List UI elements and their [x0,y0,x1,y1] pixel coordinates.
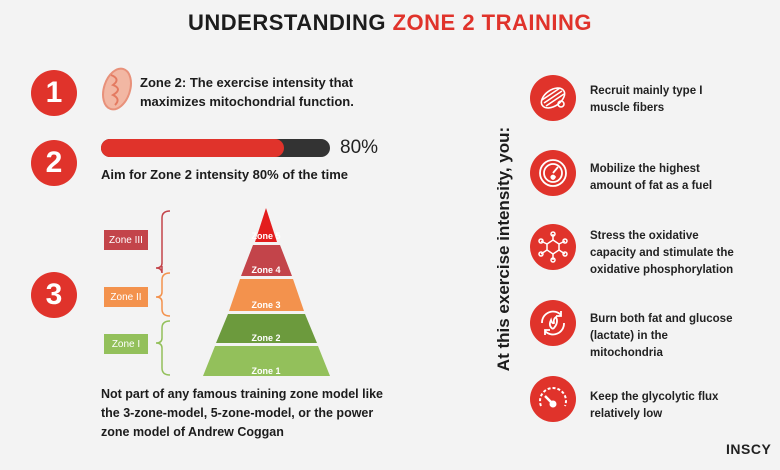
pyramid-label-zone-4: Zone 4 [251,265,280,275]
side-heading: At this exercise intensity, you: [494,126,513,372]
zone-pyramid: Zone 5 Zone 4 Zone 3 Zone 2 Zone 1 [203,208,330,376]
benefit-4-line3: mitochondria [590,347,663,359]
step1-line2: maximizes mitochondrial function. [140,94,354,109]
benefit-3: Stress the oxidative capacity and stimul… [590,228,734,279]
pyramid-zone-1 [203,346,330,376]
note-line2: the 3-zone-model, 5-zone-model, or the p… [101,406,374,420]
flame-cycle-icon [530,300,576,346]
benefit-3-line3: oxidative phosphorylation [590,264,734,276]
note-line1: Not part of any famous training zone mod… [101,387,383,401]
mitochondria-icon [102,67,132,111]
logo-text: INSCY [726,441,772,457]
benefit-2-line2: amount of fat as a fuel [590,180,713,192]
zone-group-iii: Zone III [104,230,148,250]
step2-caption: Aim for Zone 2 intensity 80% of the time [101,167,349,182]
benefit-5-line1: Keep the glycolytic flux [590,391,719,403]
pyramid-zone-2 [216,314,317,343]
speedometer-icon [530,376,576,422]
step1-line1: Zone 2: The exercise intensity that [140,75,354,90]
benefit-2-line1: Mobilize the highest [590,163,700,175]
benefit-5-line2: relatively low [590,408,663,420]
benefit-1: Recruit mainly type I muscle fibers [590,83,702,117]
zone-group-ii: Zone II [104,287,148,307]
pyramid-label-zone-3: Zone 3 [251,300,280,310]
step-number-1: 1 [31,70,77,116]
benefit-4-line1: Burn both fat and glucose [590,313,733,325]
note-line3: zone model of Andrew Coggan [101,425,284,439]
zone-group-i: Zone I [104,334,148,354]
inscyd-logo: INSCY [726,441,771,457]
benefit-3-line2: capacity and stimulate the [590,247,734,259]
step3-note: Not part of any famous training zone mod… [101,385,383,442]
pyramid-zone-5 [255,208,277,242]
title-accent: ZONE 2 TRAINING [392,10,592,35]
muscle-fiber-icon [530,75,576,121]
title-prefix: UNDERSTANDING [188,10,393,35]
benefit-1-line2: muscle fibers [590,102,665,114]
benefit-2: Mobilize the highest amount of fat as a … [590,161,712,195]
zone-brackets [155,210,171,376]
pyramid-label-zone-2: Zone 2 [251,333,280,343]
benefit-4-line2: (lactate) in the [590,330,668,342]
step-number-3: 3 [31,272,77,318]
pyramid-zone-3 [229,279,304,311]
progress-bar-fill [101,139,285,157]
pyramid-label-zone-1: Zone 1 [251,366,280,376]
benefit-5: Keep the glycolytic flux relatively low [590,389,718,423]
step-number-2: 2 [31,140,77,186]
benefit-1-line1: Recruit mainly type I [590,85,703,97]
page-title: UNDERSTANDING ZONE 2 TRAINING [0,10,780,36]
pyramid-zone-4 [241,245,292,276]
pyramid-label-zone-5: Zone 5 [251,231,280,241]
molecule-network-icon [530,224,576,270]
progress-bar-track [101,139,330,157]
fuel-gauge-icon [530,150,576,196]
step1-text: Zone 2: The exercise intensity that maxi… [140,73,354,111]
benefit-3-line1: Stress the oxidative [590,230,699,242]
benefit-4: Burn both fat and glucose (lactate) in t… [590,311,732,362]
progress-label: 80% [340,137,379,158]
